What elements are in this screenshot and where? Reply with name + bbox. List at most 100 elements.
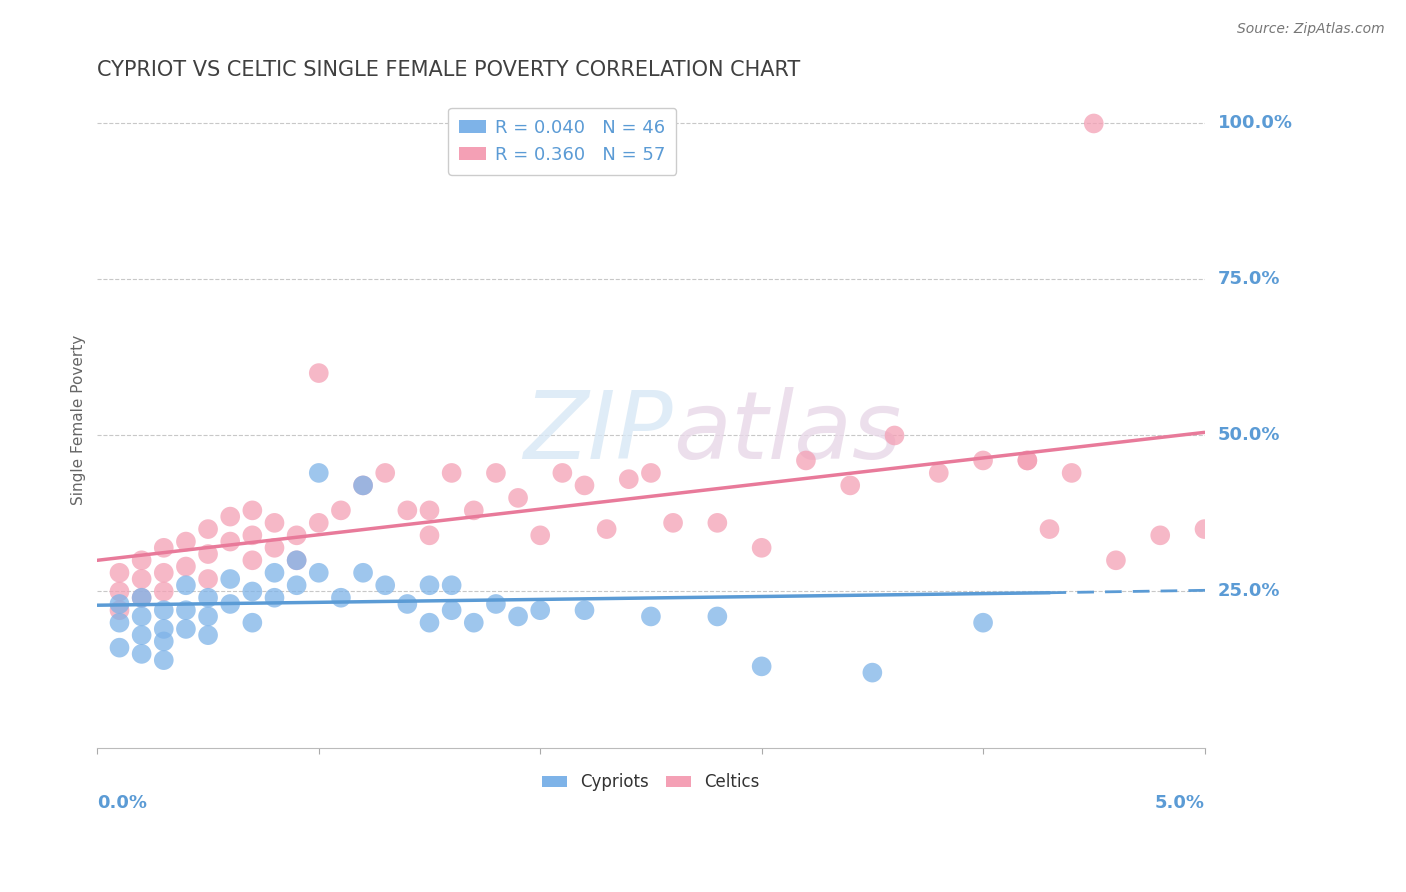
Point bbox=[440, 466, 463, 480]
Point bbox=[240, 503, 263, 517]
Point bbox=[240, 553, 263, 567]
Point bbox=[463, 503, 485, 517]
Point bbox=[794, 453, 817, 467]
Point bbox=[197, 591, 219, 605]
Point bbox=[972, 453, 994, 467]
Point bbox=[617, 472, 640, 486]
Point bbox=[485, 597, 508, 611]
Point bbox=[418, 615, 440, 630]
Point bbox=[574, 478, 596, 492]
Point bbox=[329, 503, 352, 517]
Point bbox=[285, 578, 308, 592]
Point bbox=[219, 509, 242, 524]
Text: 5.0%: 5.0% bbox=[1154, 794, 1205, 813]
Point bbox=[152, 541, 174, 555]
Point bbox=[152, 566, 174, 580]
Point bbox=[263, 541, 285, 555]
Text: 100.0%: 100.0% bbox=[1218, 114, 1292, 133]
Point bbox=[396, 503, 419, 517]
Point bbox=[506, 609, 529, 624]
Point bbox=[174, 534, 197, 549]
Legend: Cypriots, Celtics: Cypriots, Celtics bbox=[536, 767, 766, 798]
Point bbox=[751, 541, 773, 555]
Point bbox=[839, 478, 862, 492]
Point bbox=[1105, 553, 1128, 567]
Point bbox=[174, 559, 197, 574]
Point bbox=[440, 603, 463, 617]
Point bbox=[1149, 528, 1171, 542]
Point bbox=[928, 466, 950, 480]
Point bbox=[152, 653, 174, 667]
Point bbox=[263, 516, 285, 530]
Point bbox=[706, 516, 728, 530]
Text: Source: ZipAtlas.com: Source: ZipAtlas.com bbox=[1237, 22, 1385, 37]
Text: 0.0%: 0.0% bbox=[97, 794, 148, 813]
Text: 25.0%: 25.0% bbox=[1218, 582, 1281, 600]
Text: 75.0%: 75.0% bbox=[1218, 270, 1281, 288]
Point bbox=[174, 603, 197, 617]
Point bbox=[197, 572, 219, 586]
Point bbox=[308, 466, 330, 480]
Point bbox=[751, 659, 773, 673]
Point bbox=[1017, 453, 1039, 467]
Point bbox=[131, 591, 153, 605]
Text: 50.0%: 50.0% bbox=[1218, 426, 1281, 444]
Point bbox=[860, 665, 883, 680]
Point bbox=[174, 578, 197, 592]
Text: CYPRIOT VS CELTIC SINGLE FEMALE POVERTY CORRELATION CHART: CYPRIOT VS CELTIC SINGLE FEMALE POVERTY … bbox=[97, 60, 800, 79]
Point bbox=[640, 466, 662, 480]
Point bbox=[972, 615, 994, 630]
Point bbox=[108, 584, 131, 599]
Point bbox=[285, 553, 308, 567]
Point bbox=[1194, 522, 1216, 536]
Point bbox=[329, 591, 352, 605]
Y-axis label: Single Female Poverty: Single Female Poverty bbox=[72, 334, 86, 505]
Point bbox=[374, 466, 396, 480]
Point bbox=[308, 366, 330, 380]
Point bbox=[595, 522, 617, 536]
Point bbox=[529, 528, 551, 542]
Point bbox=[308, 516, 330, 530]
Point bbox=[152, 584, 174, 599]
Point bbox=[219, 534, 242, 549]
Point bbox=[219, 597, 242, 611]
Point bbox=[529, 603, 551, 617]
Point bbox=[152, 603, 174, 617]
Point bbox=[551, 466, 574, 480]
Point bbox=[440, 578, 463, 592]
Point bbox=[352, 478, 374, 492]
Point bbox=[1038, 522, 1060, 536]
Point bbox=[485, 466, 508, 480]
Point bbox=[131, 591, 153, 605]
Point bbox=[240, 584, 263, 599]
Point bbox=[131, 609, 153, 624]
Point bbox=[374, 578, 396, 592]
Point bbox=[108, 615, 131, 630]
Point bbox=[263, 591, 285, 605]
Text: atlas: atlas bbox=[673, 387, 901, 478]
Point bbox=[396, 597, 419, 611]
Point bbox=[706, 609, 728, 624]
Point bbox=[219, 572, 242, 586]
Point bbox=[197, 628, 219, 642]
Point bbox=[418, 528, 440, 542]
Point bbox=[240, 528, 263, 542]
Point bbox=[108, 566, 131, 580]
Point bbox=[131, 628, 153, 642]
Point bbox=[108, 640, 131, 655]
Point bbox=[152, 622, 174, 636]
Point bbox=[352, 478, 374, 492]
Point bbox=[1060, 466, 1083, 480]
Text: ZIP: ZIP bbox=[523, 387, 673, 478]
Point bbox=[352, 566, 374, 580]
Point bbox=[574, 603, 596, 617]
Point bbox=[285, 553, 308, 567]
Point bbox=[662, 516, 685, 530]
Point bbox=[308, 566, 330, 580]
Point bbox=[174, 622, 197, 636]
Point bbox=[131, 553, 153, 567]
Point bbox=[108, 597, 131, 611]
Point bbox=[108, 603, 131, 617]
Point bbox=[131, 647, 153, 661]
Point bbox=[197, 609, 219, 624]
